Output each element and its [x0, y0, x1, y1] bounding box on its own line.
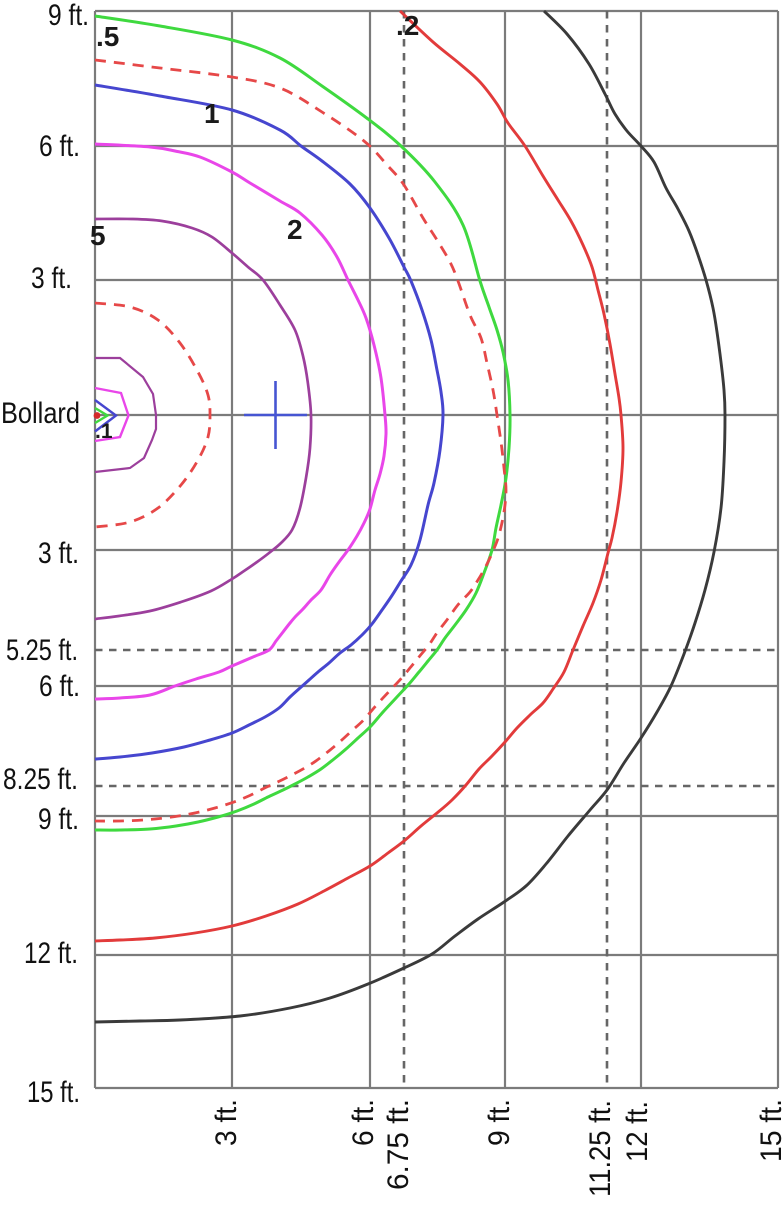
svg-text:1: 1: [204, 98, 220, 129]
svg-text:9 ft.: 9 ft.: [48, 0, 89, 32]
svg-text:.5: .5: [96, 21, 119, 52]
svg-text:3 ft.: 3 ft.: [31, 262, 72, 295]
svg-text:9 ft.: 9 ft.: [483, 1099, 516, 1146]
svg-text:12 ft.: 12 ft.: [24, 937, 78, 970]
svg-text:.1: .1: [95, 420, 113, 443]
svg-text:15 ft.: 15 ft.: [27, 1076, 80, 1109]
svg-text:Bollard: Bollard: [1, 397, 80, 430]
svg-text:5.25 ft.: 5.25 ft.: [6, 634, 78, 667]
svg-text:3 ft.: 3 ft.: [38, 537, 79, 570]
svg-text:.2: .2: [396, 10, 419, 41]
svg-text:15 ft.: 15 ft.: [755, 1099, 784, 1162]
svg-text:2: 2: [287, 214, 303, 245]
svg-text:3 ft.: 3 ft.: [210, 1099, 243, 1146]
svg-text:6 ft.: 6 ft.: [347, 1099, 380, 1146]
svg-text:5: 5: [90, 220, 106, 251]
svg-text:9 ft.: 9 ft.: [38, 803, 79, 836]
svg-text:6 ft.: 6 ft.: [39, 670, 80, 703]
svg-text:12 ft.: 12 ft.: [621, 1101, 654, 1162]
svg-text:6.75 ft.: 6.75 ft.: [382, 1099, 415, 1190]
svg-text:11.25 ft.: 11.25 ft.: [584, 1100, 617, 1197]
svg-text:6 ft.: 6 ft.: [39, 130, 80, 163]
svg-text:8.25 ft.: 8.25 ft.: [3, 763, 78, 796]
